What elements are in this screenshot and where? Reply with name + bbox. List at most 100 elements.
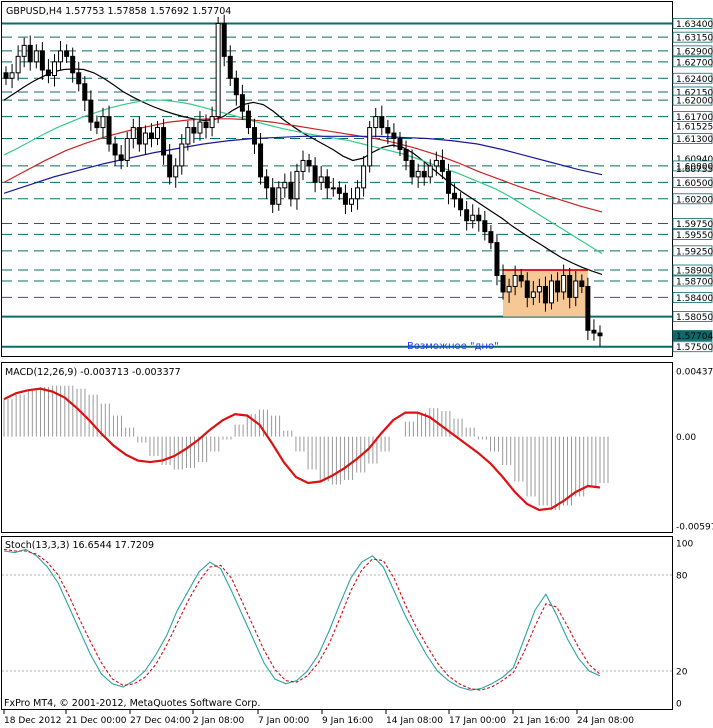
candle-body [597,332,603,337]
price-tag [672,18,713,29]
macd-plot [3,385,609,512]
candle-body [191,127,197,134]
price-label: 1.58700 [676,277,713,287]
time-label: 27 Dec 04:00 [130,716,191,726]
candle-body [106,116,112,145]
candle-body [482,220,488,233]
candle-body [397,138,403,150]
price-tag [672,218,713,229]
stoch-tick: 20 [676,668,688,678]
candle-body [142,132,148,145]
stoch-line-1 [3,548,601,691]
candle-body [324,176,330,189]
candle-body [112,143,118,156]
price-tag [672,341,713,353]
price-label: 1.60800 [676,162,713,172]
price-label: 1.62150 [676,88,713,98]
price-tag [672,176,713,188]
candle-body [148,132,154,140]
candle-body [197,121,203,134]
candle-body [579,280,585,287]
macd-panel [1,362,673,533]
candle-body [585,285,591,331]
time-axis: 18 Dec 2012 21 Dec 00:00 27 Dec 04:00 2 Jan… [3,710,634,726]
candle-body [203,121,209,129]
price-tag [672,193,713,205]
candle-body [476,214,482,222]
price-label: 1.59550 [676,231,713,241]
candle-body [258,143,264,178]
candle-body [591,329,597,334]
price-tag [672,330,713,341]
price-tag [672,72,713,84]
candle-body [379,116,385,129]
time-label: 21 Jan 16:00 [513,716,570,726]
candle-body [403,148,409,161]
time-label: 21 Dec 00:00 [66,716,127,726]
candle-body [561,274,567,293]
candle-body [555,280,561,293]
candle-body [409,159,415,178]
candle-body [264,176,270,189]
candle-body [252,127,258,145]
candle-body [573,280,579,298]
stoch-panel [1,536,673,710]
candle-body [33,50,39,63]
ma-line-1 [3,99,603,255]
candle-body [282,181,288,189]
stoch-plot [2,548,672,691]
price-label: 1.57704 [676,332,713,342]
price-label: 1.62400 [676,75,713,85]
price-tag [672,160,713,172]
candle-body [185,127,191,145]
candle-body [367,127,373,167]
candle-body [82,83,88,101]
price-label: 1.60940 [676,155,713,165]
candle-body [330,187,336,190]
stoch-line-0 [3,548,601,691]
price-label: 1.60200 [676,195,713,205]
candle-body [288,181,294,200]
candle-body [155,127,161,140]
time-label: 17 Jan 00:00 [449,716,506,726]
price-label: 1.62900 [676,47,713,57]
price-label: 1.57500 [676,343,713,353]
price-tag [672,45,713,57]
candle-body [452,192,458,200]
stoch-tick: 100 [676,540,693,550]
price-label: 1.59750 [676,220,713,230]
candle-body [342,192,348,205]
macd-title: MACD(12,26,9) -0.003713 -0.003377 [5,367,181,378]
ma-line-3 [3,135,603,194]
price-tag [672,133,713,144]
price-label: 1.61525 [676,123,713,133]
candle-body [488,231,494,244]
candle-body [167,154,173,178]
time-label: 14 Jan 08:00 [386,716,443,726]
candle-body [530,291,536,298]
candle-body [361,165,367,189]
time-label: 9 Jan 16:00 [322,716,374,726]
macd-axis: 0.004379 0.00 -0.00597 [676,368,713,533]
price-label: 1.58050 [676,313,713,323]
macd-signal-line [3,387,601,512]
annotation: Возможное "дно" [407,341,499,352]
stoch-tick: 0 [676,700,682,710]
candle-body [458,198,464,211]
price-label: 1.58900 [676,267,713,277]
candle-body [427,165,433,178]
price-tag [672,245,713,257]
candle-body [506,285,512,293]
time-label: 18 Dec 2012 [4,716,62,726]
candle-body [536,285,542,293]
price-tag [672,292,713,303]
candle-body [51,61,57,77]
candle-body [70,55,76,74]
candle-body [385,127,391,134]
price-tag [672,56,713,68]
price-tag [672,264,713,276]
candle-body [336,187,342,194]
moving-averages [3,68,603,275]
candle-body [355,187,361,200]
